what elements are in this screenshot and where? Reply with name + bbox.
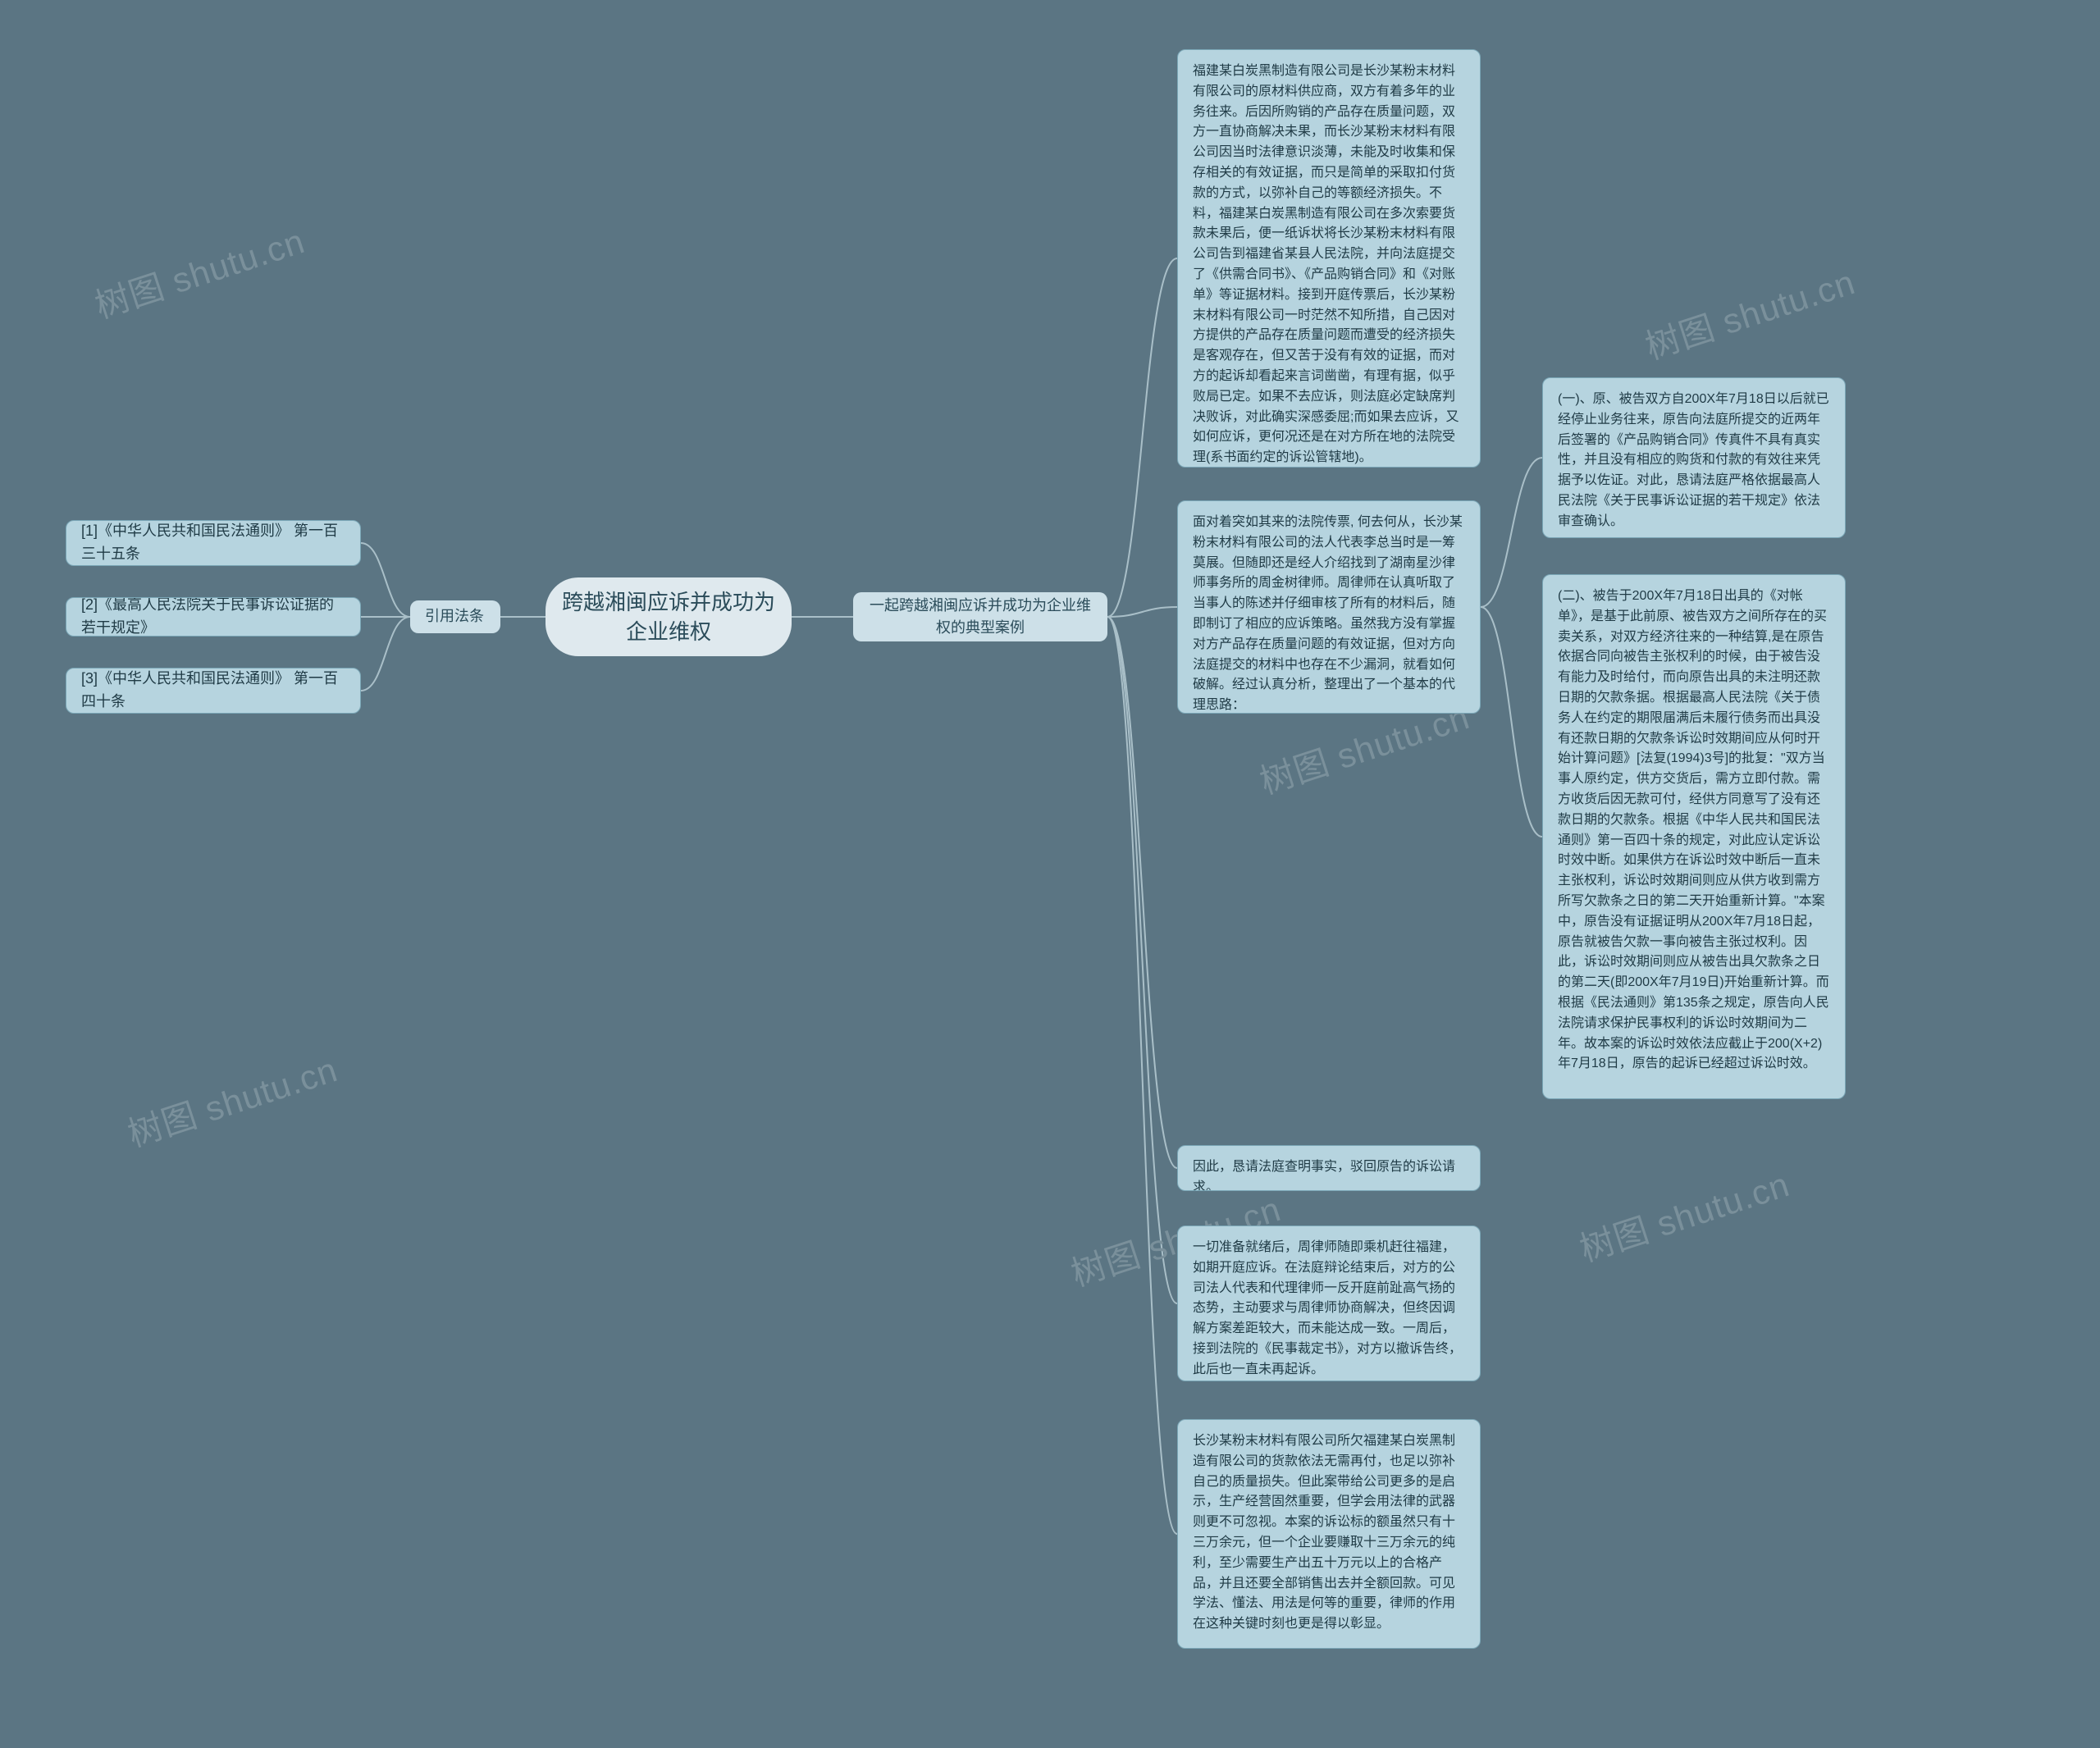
branch-left[interactable]: 引用法条: [410, 600, 500, 633]
left-leaf[interactable]: [3]《中华人民共和国民法通则》 第一百四十条: [66, 668, 361, 714]
right-leaf[interactable]: 一切准备就绪后，周律师随即乘机赶往福建，如期开庭应诉。在法庭辩论结束后，对方的公…: [1177, 1225, 1481, 1381]
left-leaf[interactable]: [1]《中华人民共和国民法通则》 第一百三十五条: [66, 520, 361, 566]
branch-right-label: 一起跨越湘闽应诉并成功为企业维权的典型案例: [868, 595, 1093, 639]
right-leaf-child[interactable]: (二)、被告于200X年7月18日出具的《对帐单》，是基于此前原、被告双方之间所…: [1542, 574, 1846, 1099]
right-leaf[interactable]: 长沙某粉末材料有限公司所欠福建某白炭黑制造有限公司的货款依法无需再付，也足以弥补…: [1177, 1419, 1481, 1649]
right-leaf-child[interactable]: (一)、原、被告双方自200X年7月18日以后就已经停止业务往来，原告向法庭所提…: [1542, 377, 1846, 538]
branch-right[interactable]: 一起跨越湘闽应诉并成功为企业维权的典型案例: [853, 592, 1107, 641]
left-leaf[interactable]: [2]《最高人民法院关于民事诉讼证据的若干规定》: [66, 597, 361, 637]
right-leaf[interactable]: 面对着突如其来的法院传票, 何去何从，长沙某粉末材料有限公司的法人代表李总当时是…: [1177, 500, 1481, 714]
right-leaf[interactable]: 福建某白炭黑制造有限公司是长沙某粉末材料有限公司的原材料供应商，双方有着多年的业…: [1177, 49, 1481, 468]
root-label: 跨越湘闽应诉并成功为企业维权: [560, 587, 777, 647]
root-node[interactable]: 跨越湘闽应诉并成功为企业维权: [546, 577, 792, 656]
right-leaf[interactable]: 因此，恳请法庭查明事实，驳回原告的诉讼请求。: [1177, 1145, 1481, 1191]
branch-left-label: 引用法条: [425, 605, 484, 628]
